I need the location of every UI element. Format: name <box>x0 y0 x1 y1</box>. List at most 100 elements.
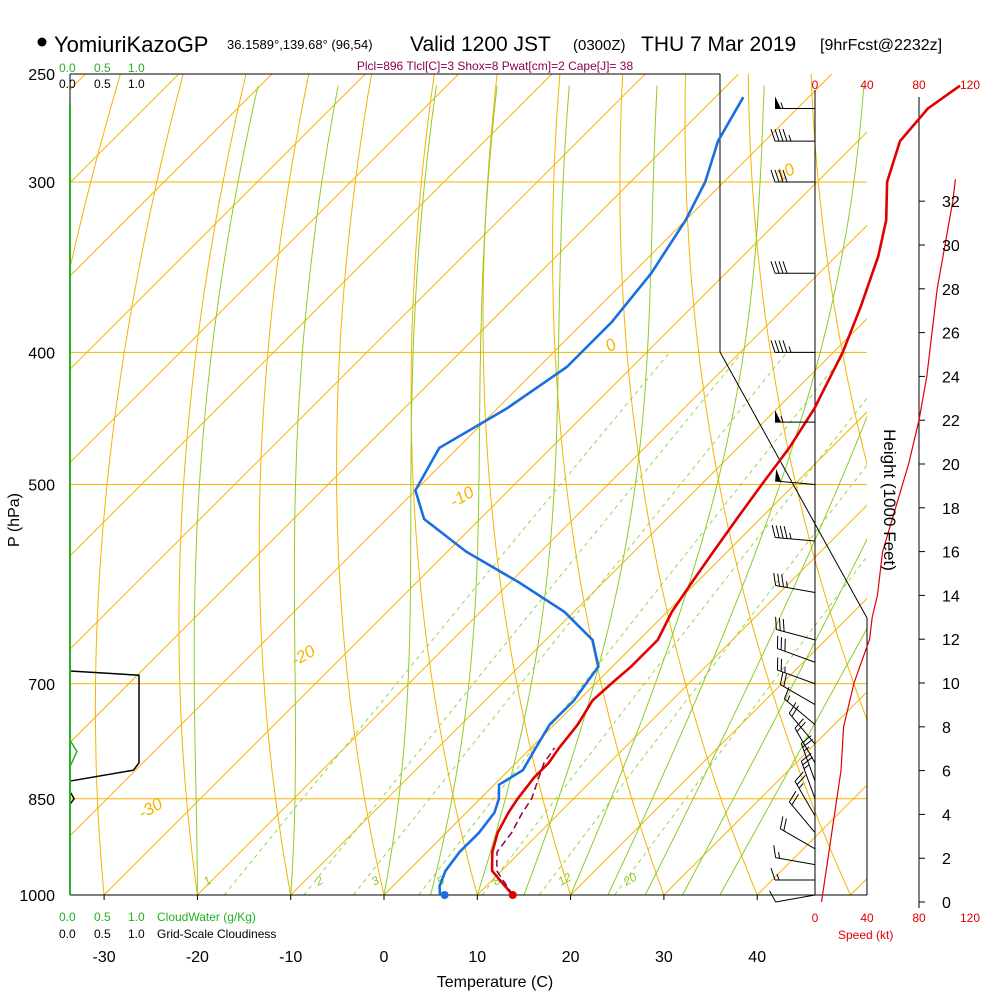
barb-half-flag <box>776 873 780 881</box>
background-lines: 100-10-20-300102030123581220 <box>70 74 867 895</box>
barb-flag <box>775 525 780 538</box>
x-axis-label: Temperature (C) <box>437 974 553 991</box>
wind-barb <box>779 816 816 850</box>
cloudwater-trace <box>69 739 78 767</box>
cloudwater-tick-top-1: 0.5 <box>94 61 111 75</box>
barb-flag <box>775 616 777 630</box>
speed-tick-top-1: 40 <box>860 78 874 92</box>
barb-flag <box>791 705 799 717</box>
barb-pennant <box>775 469 782 482</box>
barb-staff <box>788 801 816 833</box>
wind-barb <box>775 469 816 485</box>
barb-staff <box>794 727 816 764</box>
barb-flag <box>782 261 788 274</box>
moist-adiabat <box>193 85 259 895</box>
cloudiness-tick-top-1: 0.5 <box>94 77 111 91</box>
dry-adiabat <box>684 74 851 895</box>
wind-barb <box>770 169 815 183</box>
dry-adiabat <box>810 74 867 466</box>
speed-profile-trace <box>820 179 956 903</box>
barb-flag <box>782 618 785 632</box>
surface-temperature-dot <box>508 891 517 899</box>
sounding-traces <box>413 84 961 899</box>
barb-staff <box>800 760 816 799</box>
dry-adiabat <box>178 74 247 895</box>
height-tick-30: 30 <box>942 238 960 255</box>
barb-flag <box>778 261 784 274</box>
barb-flag <box>778 169 784 183</box>
wind-barb <box>788 702 816 745</box>
station-dot-icon <box>37 37 47 47</box>
moist-adiabat <box>682 538 867 895</box>
wind-barb <box>794 771 816 817</box>
wind-barb <box>776 657 816 685</box>
barb-flag <box>788 790 797 803</box>
wind-barb <box>771 525 816 542</box>
dry-adiabat <box>94 74 184 895</box>
dewpoint-trace <box>413 96 745 896</box>
temperature-trace <box>490 84 961 896</box>
height-axis-label: Height (1000 Feet) <box>880 429 899 571</box>
cloudiness-tick-bottom-1: 0.5 <box>94 927 111 941</box>
mixing-ratio-line <box>418 351 847 895</box>
barb-flag <box>781 574 784 587</box>
cloudwater-tick-bottom-0: 0.0 <box>59 910 76 924</box>
barb-staff <box>777 669 816 685</box>
speed-panel <box>820 179 956 903</box>
wind-barb <box>770 867 815 881</box>
dry-adiabat <box>747 74 867 722</box>
pressure-tick-1000: 1000 <box>19 888 55 905</box>
isotherm <box>850 877 867 895</box>
dry-adiabat <box>482 74 572 895</box>
cloudiness-tick-top-0: 0.0 <box>59 77 76 91</box>
moist-adiabat <box>607 85 865 895</box>
mixing-ratio-line <box>223 351 671 895</box>
valid-date: THU 7 Mar 2019 <box>641 33 796 56</box>
isotherm <box>70 74 366 371</box>
temp-tick-30: 30 <box>655 949 673 966</box>
height-tick-4: 4 <box>942 807 951 824</box>
wind-barb <box>770 340 815 353</box>
barb-flag <box>779 816 784 829</box>
speed-tick-bottom-2: 80 <box>912 911 926 925</box>
barb-flag <box>774 128 780 142</box>
isotherm <box>197 224 867 895</box>
mixing-ratio-line <box>481 397 867 895</box>
wind-barb <box>773 572 816 593</box>
barb-flag <box>779 672 784 685</box>
barb-staff <box>788 713 816 745</box>
barb-flag <box>769 890 777 903</box>
height-tick-2: 2 <box>942 851 951 868</box>
speed-tick-top-0: 0 <box>812 78 819 92</box>
isotherm <box>70 74 273 277</box>
barb-flag <box>778 617 781 631</box>
moist-adiabat <box>290 85 339 895</box>
speed-tick-top-3: 120 <box>960 78 980 92</box>
barb-flag <box>777 573 781 587</box>
line-label: -10 <box>447 482 478 511</box>
barb-staff <box>777 648 816 663</box>
barb-half-flag <box>786 581 788 588</box>
barb-half-flag <box>788 346 792 353</box>
valid-utc: (0300Z) <box>573 37 626 54</box>
wind-barb <box>788 790 816 833</box>
wind-barb <box>775 96 815 110</box>
indices-line: Plcl=896 Tlcl[C]=3 Shox=8 Pwat[cm]=2 Cap… <box>357 59 634 73</box>
temp-tick-10: 10 <box>468 949 486 966</box>
temp-tick--20: -20 <box>186 949 209 966</box>
barb-flag <box>796 774 806 786</box>
station-coords: 36.1589°,139.68° (96,54) <box>227 37 373 52</box>
barb-half-flag <box>780 415 784 423</box>
barb-half-flag <box>789 532 792 539</box>
barb-flag <box>788 702 797 714</box>
speed-label: Speed (kt) <box>838 928 893 942</box>
height-tick-8: 8 <box>942 720 951 737</box>
barb-flag <box>774 340 780 353</box>
line-label: 20 <box>620 870 640 889</box>
isotherm <box>103 131 867 895</box>
barb-staff <box>775 536 816 542</box>
barb-staff <box>794 781 816 817</box>
barb-half-flag <box>803 764 810 770</box>
y-axis-label: P (hPa) <box>6 493 23 547</box>
speed-tick-bottom-1: 40 <box>860 911 874 925</box>
